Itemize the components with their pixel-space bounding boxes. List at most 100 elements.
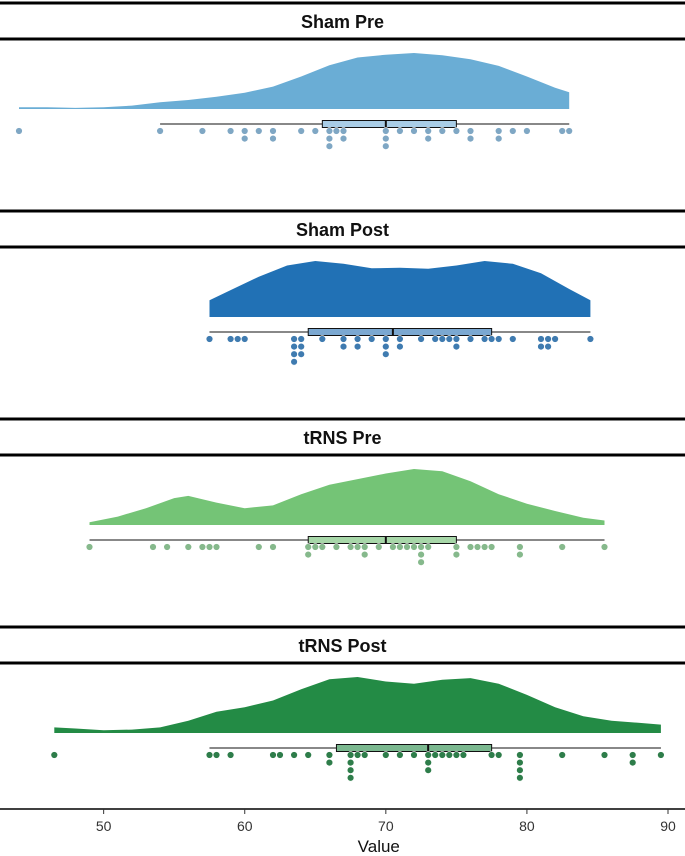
data-point [424, 543, 432, 551]
data-point [304, 751, 312, 759]
panel-4: tRNS Post [0, 625, 685, 782]
data-point [516, 774, 524, 782]
data-point [318, 543, 326, 551]
data-point [544, 335, 552, 343]
data-point [346, 543, 355, 551]
data-point [198, 543, 207, 551]
data-point [290, 358, 298, 366]
data-point [424, 758, 432, 767]
data-point [290, 350, 298, 358]
panel-3: tRNS Pre [0, 417, 685, 566]
data-point [600, 543, 609, 551]
data-point [495, 134, 503, 143]
data-point [269, 127, 277, 135]
x-axis-label: Value [358, 837, 400, 856]
data-point [276, 751, 284, 759]
data-point [318, 335, 326, 343]
data-point [509, 127, 517, 135]
panel-1: Sham Pre [0, 1, 685, 150]
data-point [628, 758, 637, 767]
data-point [163, 543, 171, 551]
data-point [431, 751, 439, 759]
data-point [396, 543, 404, 551]
data-point [255, 127, 263, 135]
data-point [205, 335, 214, 343]
data-point [269, 543, 277, 551]
data-point [487, 543, 496, 551]
data-point [396, 751, 404, 759]
data-point [410, 127, 418, 135]
data-point [558, 543, 566, 551]
box-iqr [307, 536, 457, 544]
data-point [473, 543, 482, 551]
data-point [325, 142, 334, 150]
data-point [487, 335, 496, 343]
data-point [403, 543, 411, 551]
data-point [212, 751, 221, 759]
data-point [516, 550, 524, 559]
panel-title: tRNS Pre [303, 428, 381, 448]
data-point [466, 543, 475, 551]
data-point [325, 127, 334, 135]
data-point [396, 335, 404, 343]
data-point [269, 134, 277, 143]
data-point [346, 766, 355, 774]
data-point [424, 751, 432, 759]
panel-2: Sham Post [0, 209, 685, 366]
data-point [537, 342, 545, 351]
data-point [516, 543, 524, 551]
data-point [346, 751, 355, 759]
data-point [424, 127, 432, 135]
data-point [480, 543, 489, 551]
data-point [466, 335, 475, 343]
data-point [205, 751, 214, 759]
x-tick-label: 90 [660, 818, 676, 834]
data-point [459, 751, 468, 759]
data-point [304, 550, 312, 559]
data-point [353, 751, 362, 759]
data-point [346, 758, 355, 767]
data-point [226, 751, 235, 759]
data-point [558, 751, 566, 759]
density-cloud [89, 469, 605, 525]
data-point [205, 543, 214, 551]
data-point [353, 543, 362, 551]
data-point [325, 134, 334, 143]
data-point [311, 127, 319, 135]
data-point [438, 751, 446, 759]
data-point [212, 543, 221, 551]
data-point [657, 751, 665, 759]
data-point [346, 774, 355, 782]
data-point [417, 543, 425, 551]
data-point [241, 134, 249, 143]
data-point [297, 127, 305, 135]
data-point [516, 766, 524, 774]
data-point [325, 751, 334, 759]
data-point [452, 335, 461, 343]
data-point [438, 127, 446, 135]
data-point [241, 335, 249, 343]
data-point [551, 335, 559, 343]
data-point [382, 751, 390, 759]
data-point [382, 335, 390, 343]
panel-title: Sham Pre [301, 12, 384, 32]
box-iqr [321, 120, 457, 128]
data-point [50, 751, 58, 759]
data-point [198, 127, 207, 135]
panel-title: tRNS Post [298, 636, 386, 656]
x-tick-label: 80 [519, 818, 535, 834]
data-point [297, 350, 305, 358]
data-point [353, 335, 362, 343]
data-point [417, 550, 425, 559]
data-point [516, 751, 524, 759]
data-point [396, 127, 404, 135]
data-point [226, 335, 235, 343]
data-point [452, 550, 461, 559]
data-point [452, 342, 461, 351]
data-point [382, 350, 390, 358]
data-point [565, 127, 573, 135]
data-point [537, 335, 545, 343]
data-point [361, 543, 369, 551]
data-point [382, 134, 390, 143]
